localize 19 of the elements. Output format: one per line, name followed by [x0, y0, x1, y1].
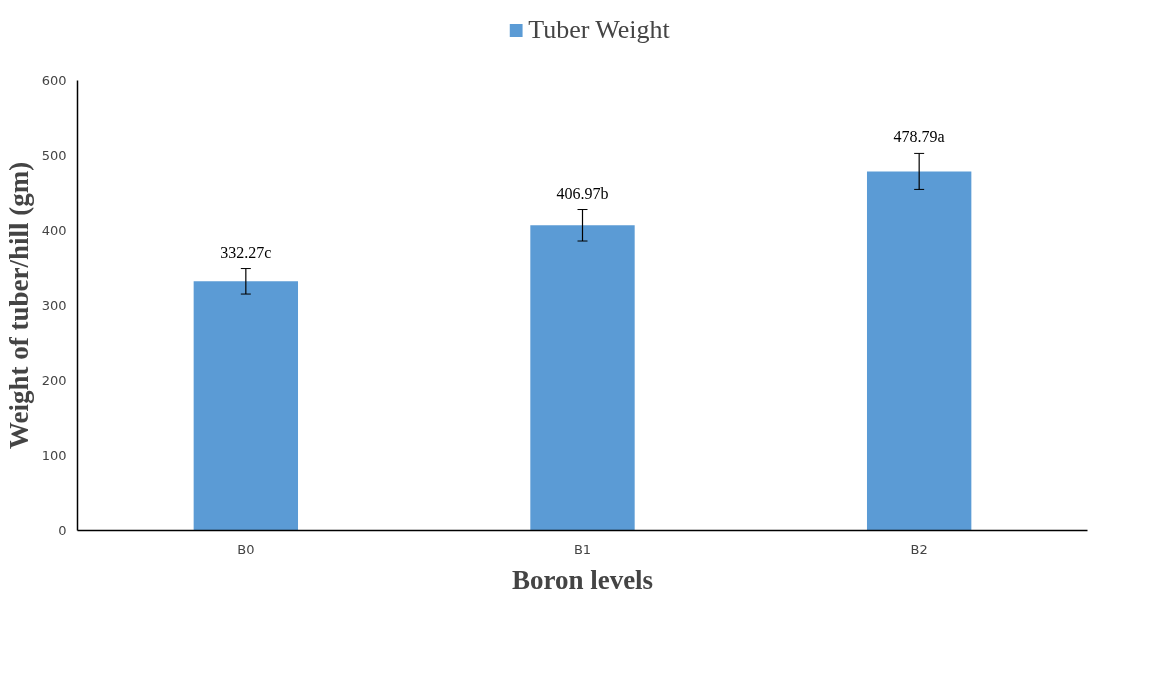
data-label: 478.79a — [893, 128, 945, 146]
legend-label: Tuber Weight — [528, 15, 670, 45]
bar — [866, 171, 972, 531]
y-tick-label: 300 — [41, 298, 67, 313]
y-tick-label: 200 — [41, 373, 67, 388]
x-tick-label: B1 — [573, 541, 592, 557]
bar — [193, 281, 299, 531]
data-label: 332.27c — [220, 243, 272, 261]
x-tick-label: B0 — [237, 541, 255, 557]
bar — [530, 225, 635, 531]
data-label: 406.97b — [556, 184, 609, 202]
y-axis-title: Weight of tuber/hill (gm) — [3, 161, 34, 450]
x-axis-title: Boron levels — [511, 564, 654, 595]
y-tick-label: 400 — [41, 223, 67, 238]
y-tick-label: 600 — [41, 73, 67, 88]
y-tick-label: 0 — [58, 523, 67, 538]
y-tick-label: 500 — [41, 148, 67, 163]
y-tick-label: 100 — [41, 448, 67, 463]
x-tick-label: B2 — [910, 541, 928, 557]
